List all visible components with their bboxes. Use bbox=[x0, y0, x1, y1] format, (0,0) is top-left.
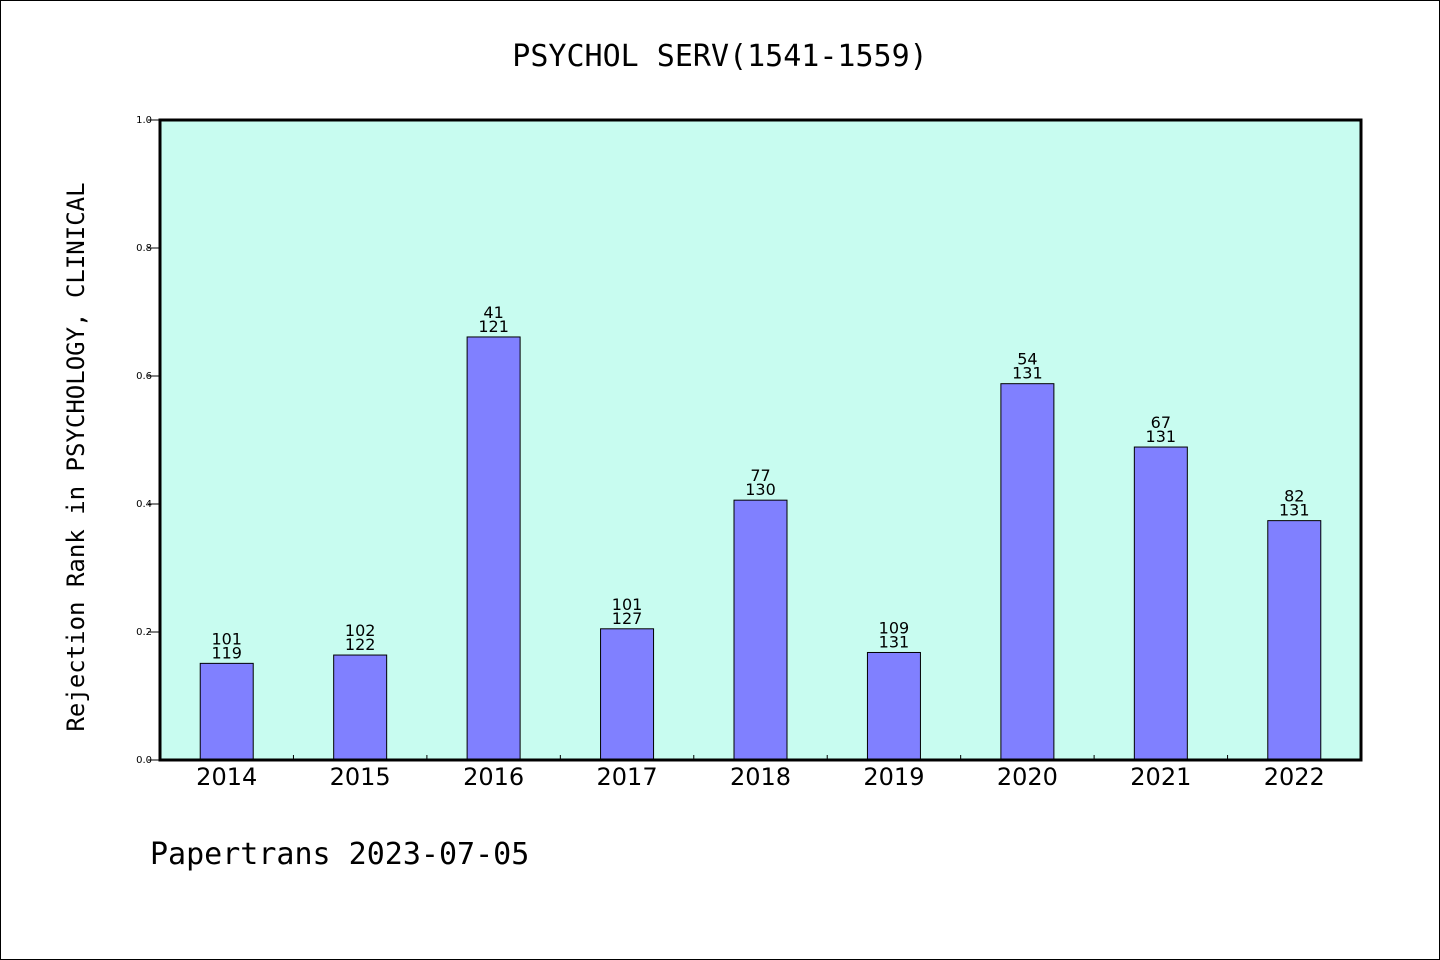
bar-label-bottom: 121 bbox=[478, 317, 509, 336]
footer-credit: Papertrans 2023-07-05 bbox=[150, 837, 529, 872]
y-axis-label: Rejection Rank in PSYCHOLOGY, CLINICAL bbox=[62, 182, 90, 731]
bar-2017 bbox=[600, 628, 655, 761]
x-tick-label: 2019 bbox=[863, 763, 924, 791]
y-tick-label: 1.0 bbox=[136, 115, 152, 126]
x-tick-label: 2015 bbox=[330, 763, 391, 791]
x-tick-label: 2014 bbox=[196, 763, 257, 791]
x-tick-label: 2016 bbox=[463, 763, 524, 791]
bar-label-top: 101 bbox=[612, 595, 643, 614]
bar-2021 bbox=[1133, 446, 1188, 761]
bar-label-bottom: 131 bbox=[879, 632, 910, 651]
bar-2019 bbox=[866, 651, 921, 761]
bar-2020 bbox=[1000, 383, 1055, 761]
data-labels: 1011191021224112110112777130109131541316… bbox=[211, 303, 1309, 662]
bar-label-top: 101 bbox=[211, 629, 242, 648]
bar-label-bottom: 131 bbox=[1279, 501, 1310, 520]
y-tick-label: 0.6 bbox=[136, 371, 152, 382]
bars bbox=[199, 336, 1322, 761]
bar-label-top: 41 bbox=[483, 303, 503, 322]
bar-label-bottom: 131 bbox=[1146, 427, 1177, 446]
bar-2014 bbox=[199, 662, 254, 761]
bar-label-bottom: 127 bbox=[612, 609, 643, 628]
bar-label-bottom: 119 bbox=[211, 643, 242, 662]
x-tick-label: 2018 bbox=[730, 763, 791, 791]
y-tick-label: 0.2 bbox=[136, 627, 152, 638]
y-tick-label: 0.4 bbox=[136, 499, 152, 510]
plot-border bbox=[158, 118, 1363, 762]
y-tick-label: 0.0 bbox=[136, 755, 152, 766]
bar-label-top: 67 bbox=[1151, 413, 1171, 432]
bar-2018 bbox=[733, 499, 788, 761]
bar-label-top: 54 bbox=[1017, 350, 1037, 369]
bar-label-top: 82 bbox=[1284, 487, 1304, 506]
bar-label-bottom: 131 bbox=[1012, 364, 1043, 383]
x-tick-label: 2021 bbox=[1130, 763, 1191, 791]
bar-2022 bbox=[1267, 520, 1322, 761]
bar-label-bottom: 122 bbox=[345, 635, 376, 654]
chart-title: PSYCHOL SERV(1541-1559) bbox=[512, 39, 927, 74]
bar-2015 bbox=[333, 654, 388, 761]
bar-2016 bbox=[466, 336, 521, 761]
bar-label-bottom: 130 bbox=[745, 480, 776, 499]
x-tick-label: 2020 bbox=[997, 763, 1058, 791]
x-tick-label: 2017 bbox=[597, 763, 658, 791]
y-axis: 0.0 0.2 0.4 0.6 0.8 1.0 bbox=[136, 115, 160, 766]
bar-label-top: 109 bbox=[879, 618, 910, 637]
x-axis: 2014 2015 2016 2017 2018 2019 2020 2021 2022 bbox=[196, 755, 1325, 791]
x-tick-label: 2022 bbox=[1264, 763, 1325, 791]
bar-label-top: 77 bbox=[750, 466, 770, 485]
y-tick-label: 0.8 bbox=[136, 243, 152, 254]
bar-label-top: 102 bbox=[345, 621, 376, 640]
